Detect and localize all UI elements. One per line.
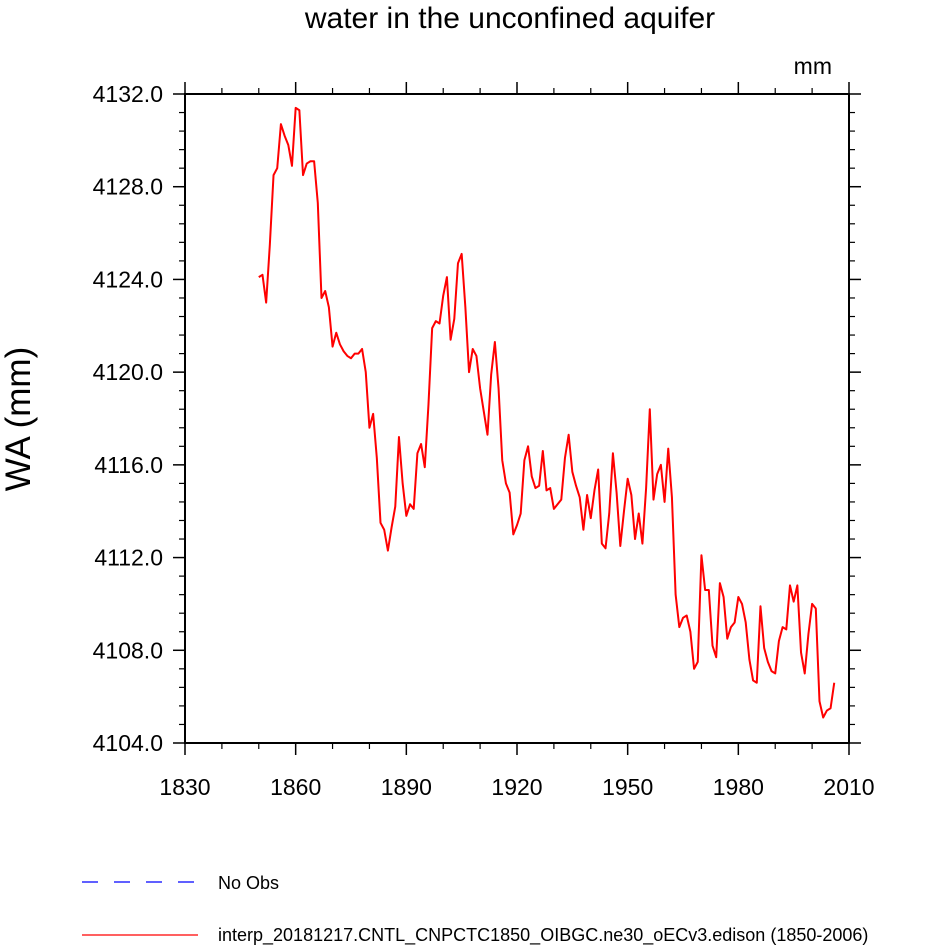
legend-label-no-obs: No Obs xyxy=(218,873,279,893)
x-tick-label: 1980 xyxy=(713,774,764,800)
y-tick-labels: 4104.0 4108.0 4112.0 4116.0 4120.0 4124.0 4128… xyxy=(93,81,163,756)
plot-frame xyxy=(184,93,850,744)
x-tick-label: 1950 xyxy=(602,774,653,800)
y-tick-label: 4104.0 xyxy=(93,730,163,756)
series-layer xyxy=(258,106,836,719)
chart-title: water in the unconfined aquifer xyxy=(304,2,715,35)
y-tick-label: 4128.0 xyxy=(93,174,163,200)
legend: No Obs interp_20181217.CNTL_CNPCTC1850_O… xyxy=(82,873,868,946)
legend-label-model: interp_20181217.CNTL_CNPCTC1850_OIBGC.ne… xyxy=(218,925,868,946)
y-tick-label: 4108.0 xyxy=(93,637,163,663)
y-tick-label: 4124.0 xyxy=(93,266,163,292)
y-tick-label: 4112.0 xyxy=(94,545,163,571)
y-axis-label: WA (mm) xyxy=(0,347,38,492)
series-line xyxy=(258,106,836,719)
x-tick-label: 1890 xyxy=(381,774,432,800)
x-tick-label: 1920 xyxy=(491,774,542,800)
x-tick-label: 1860 xyxy=(270,774,321,800)
y-tick-label: 4116.0 xyxy=(94,452,163,478)
y-tick-label: 4120.0 xyxy=(93,359,163,385)
x-tick-labels: 1830 1860 1890 1920 1950 1980 2010 xyxy=(159,774,874,800)
y-tick-label: 4132.0 xyxy=(93,81,163,107)
units-label: mm xyxy=(794,53,832,79)
x-tick-label: 2010 xyxy=(823,774,874,800)
x-tick-label: 1830 xyxy=(159,774,210,800)
